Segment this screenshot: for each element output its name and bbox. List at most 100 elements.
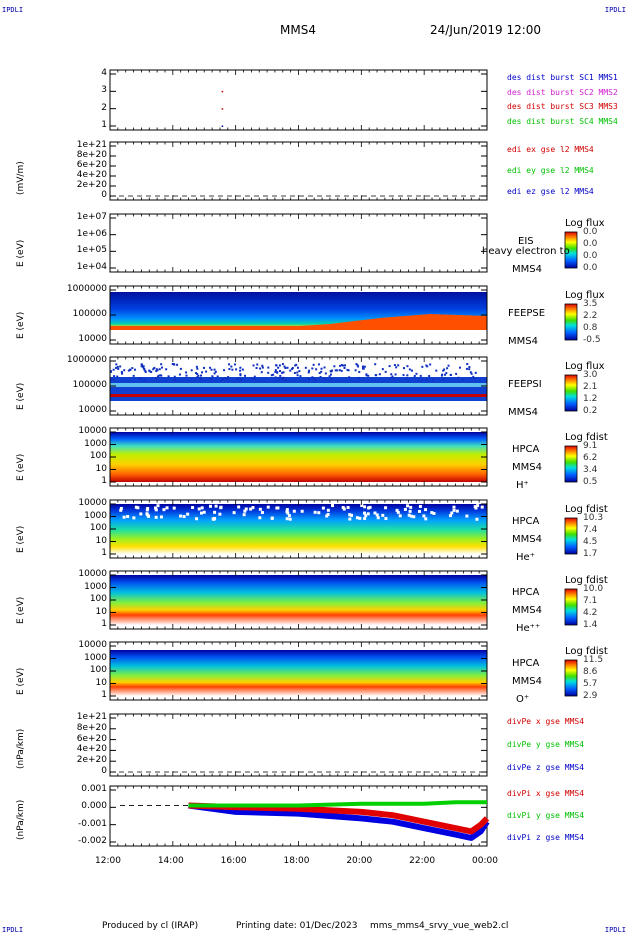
heatmap-hpca-he-gap bbox=[367, 506, 371, 510]
heatmap-feepsi-speck bbox=[195, 372, 198, 375]
colorbar bbox=[564, 517, 578, 555]
y-tick-label: 1000 bbox=[84, 581, 107, 592]
heatmap-feepsi-speck bbox=[172, 363, 175, 366]
y-axis-label: (mV/m) bbox=[16, 161, 26, 195]
x-tick-label: 14:00 bbox=[157, 856, 184, 866]
heatmap-feepsi-speck bbox=[420, 378, 423, 381]
heatmap-hpca-he-gap bbox=[476, 504, 480, 508]
y-tick-label: 8e+20 bbox=[76, 722, 107, 733]
instrument-label: FEEPSE bbox=[508, 308, 546, 319]
heatmap-feepsi-speck bbox=[340, 364, 343, 367]
heatmap-feepsi-speck bbox=[278, 376, 281, 379]
heatmap-feepsi-speck bbox=[388, 365, 391, 368]
heatmap-feepsi-speck bbox=[195, 365, 198, 368]
heatmap-hpca-he-gap bbox=[358, 516, 362, 520]
heatmap-hpca-he-gap bbox=[381, 513, 385, 517]
heatmap-hpca-he-gap bbox=[450, 511, 454, 515]
panel-p8 bbox=[109, 570, 578, 630]
heatmap-feepsi-speck bbox=[342, 364, 345, 367]
heatmap-feepsi-speck bbox=[213, 372, 216, 375]
heatmap-feepsi-speck bbox=[468, 368, 471, 371]
heatmap-feepsi-speck bbox=[320, 367, 323, 370]
heatmap-feepsi-speck bbox=[334, 369, 337, 372]
heatmap-feepsi-speck bbox=[394, 373, 397, 376]
heatmap-feepsi-speck bbox=[259, 367, 262, 370]
colorbar-title: Log fdist bbox=[565, 575, 608, 586]
x-tick-label: 20:00 bbox=[346, 856, 373, 866]
legend-entry: edi ex gse l2 MMS4 bbox=[507, 145, 594, 154]
heatmap-feepsi-speck bbox=[346, 368, 349, 371]
colorbar bbox=[564, 374, 578, 412]
heatmap-feepsi-speck bbox=[289, 369, 292, 372]
heatmap-hpca-he-gap bbox=[321, 506, 325, 510]
heatmap-hpca-he-gap bbox=[480, 505, 484, 509]
heatmap-hpca-he-gap bbox=[212, 517, 216, 521]
heatmap-hpca-he-gap bbox=[474, 506, 478, 510]
instrument-label: EIS bbox=[518, 236, 534, 247]
heatmap-feepsi-speck bbox=[243, 374, 246, 377]
panel-frame bbox=[109, 213, 488, 273]
heatmap-hpca-he-gap bbox=[418, 504, 422, 508]
colorbar-title: Log fdist bbox=[565, 504, 608, 515]
colorbar-value: 10.0 bbox=[583, 584, 604, 594]
heatmap-feepsi-speck bbox=[389, 376, 392, 379]
y-axis-label: E (eV) bbox=[16, 525, 26, 553]
heatmap-feepsi-speck bbox=[378, 373, 381, 376]
heatmap-feepsi-speck bbox=[314, 378, 317, 381]
heatmap-feepsi-speck bbox=[227, 376, 230, 379]
heatmap-feepsi-speck bbox=[233, 363, 236, 366]
colorbar-value: 1.2 bbox=[583, 394, 598, 404]
instrument-label: HPCA bbox=[512, 587, 540, 598]
heatmap-feepsi-speck bbox=[362, 367, 365, 370]
heatmap-feepsi-speck bbox=[179, 367, 182, 370]
heatmap-hpca-he-gap bbox=[331, 504, 335, 508]
heatmap-feepsi-speck bbox=[317, 363, 320, 366]
heatmap-feepsi-speck bbox=[132, 374, 135, 377]
y-tick-label: 1000 bbox=[84, 652, 107, 663]
heatmap-feepsi-speck bbox=[363, 365, 366, 368]
heatmap-feepsi-speck bbox=[144, 370, 147, 373]
heatmap-hpca-he-gap bbox=[432, 511, 436, 515]
y-tick-label: 10 bbox=[95, 606, 107, 617]
heatmap-feepsi-speck bbox=[324, 372, 327, 375]
x-tick-label: 16:00 bbox=[220, 856, 247, 866]
heatmap-hpca-he-gap bbox=[373, 511, 377, 515]
heatmap-feepsi-speck bbox=[224, 377, 227, 380]
heatmap-feepsi-speck bbox=[115, 363, 118, 366]
heatmap-hpca-he-gap bbox=[266, 505, 270, 509]
heatmap-feepsi-speck bbox=[123, 369, 126, 372]
heatmap-feepsi-speck bbox=[148, 370, 151, 373]
heatmap-feepsi-speck bbox=[421, 365, 424, 368]
heatmap-feepsi-speck bbox=[282, 371, 285, 374]
instrument-label: MMS4 bbox=[512, 462, 542, 473]
colorbar-value: 0.5 bbox=[583, 477, 598, 487]
heatmap-hpca-he-gap bbox=[126, 515, 130, 519]
colorbar bbox=[564, 231, 578, 269]
heatmap-feepsi-speck bbox=[156, 369, 159, 372]
y-tick-label: 1 bbox=[101, 476, 107, 486]
heatmap-feepsi-speck bbox=[344, 364, 347, 367]
heatmap-hpca-he-gap bbox=[452, 505, 456, 509]
y-tick-label: 1 bbox=[101, 548, 107, 558]
heatmap-hpca-he-gap bbox=[122, 515, 126, 519]
heatmap-feepsi-speck bbox=[308, 369, 311, 372]
heatmap-feepsi-speck bbox=[304, 366, 307, 369]
y-tick-label: 10000 bbox=[78, 569, 107, 579]
y-axis-label: E (eV) bbox=[16, 667, 26, 695]
heatmap-feepsi-speck bbox=[113, 375, 116, 378]
heatmap-feepsi-speck bbox=[201, 371, 204, 374]
header-datetime: 24/Jun/2019 12:00 bbox=[430, 23, 542, 37]
heatmap-feepsi-speck bbox=[274, 370, 277, 373]
colorbar-value: 5.7 bbox=[583, 679, 598, 689]
heatmap-feepsi-speck bbox=[138, 377, 141, 380]
heatmap-feepsi-speck bbox=[338, 369, 341, 372]
heatmap-hpca-he-gap bbox=[403, 507, 407, 511]
y-axis-label: E (eV) bbox=[16, 453, 26, 481]
heatmap-feepsi-speck bbox=[402, 367, 405, 370]
heatmap-hpca-he-gap bbox=[195, 517, 199, 521]
heatmap-feepsi-speck bbox=[228, 363, 231, 366]
heatmap-feepsi-speck bbox=[367, 374, 370, 377]
heatmap-feepsi-band bbox=[110, 383, 487, 387]
heatmap-feepsi-speck bbox=[216, 375, 219, 378]
